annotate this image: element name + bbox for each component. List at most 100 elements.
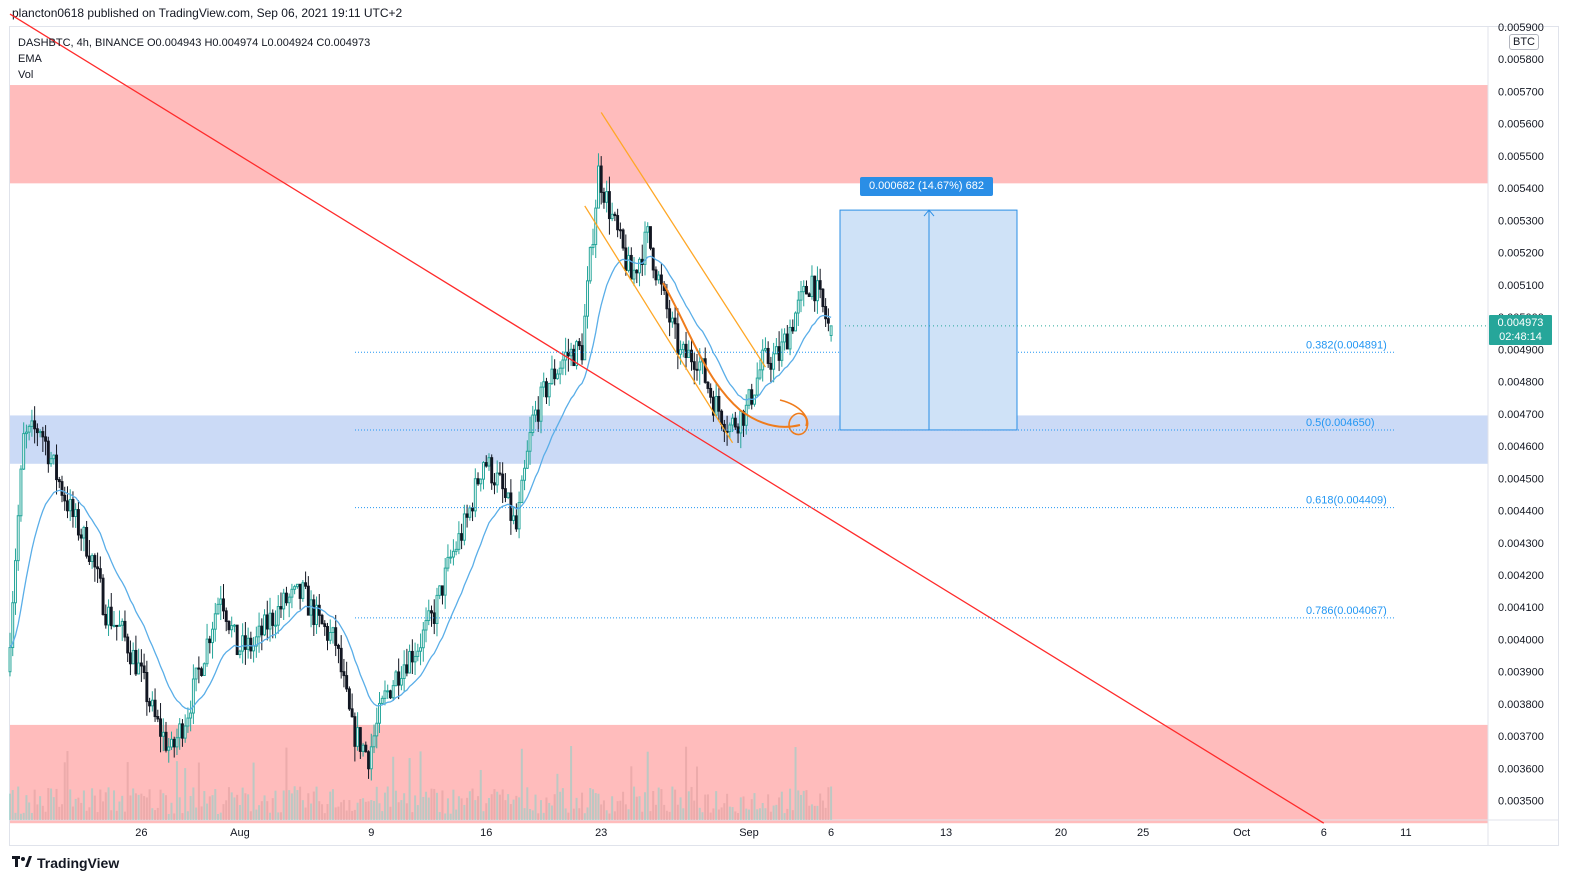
candle-body[interactable]	[320, 614, 324, 625]
candle-body[interactable]	[295, 583, 299, 588]
candle-body[interactable]	[731, 417, 735, 426]
candle-body[interactable]	[788, 326, 792, 350]
candle-body[interactable]	[383, 690, 387, 699]
candle-body[interactable]	[241, 635, 245, 652]
candle-body[interactable]	[76, 509, 80, 536]
candle-body[interactable]	[471, 507, 475, 512]
candle-body[interactable]	[19, 468, 23, 517]
candle-body[interactable]	[90, 555, 94, 562]
candle-body[interactable]	[487, 457, 491, 467]
candle-body[interactable]	[246, 637, 250, 650]
candle-body[interactable]	[306, 585, 310, 616]
candle-body[interactable]	[68, 498, 72, 512]
candle-body[interactable]	[402, 664, 406, 679]
candle-body[interactable]	[659, 274, 663, 285]
candle-body[interactable]	[824, 306, 828, 320]
candle-body[interactable]	[651, 247, 655, 271]
candle-body[interactable]	[8, 647, 12, 673]
candle-body[interactable]	[380, 697, 384, 704]
candle-body[interactable]	[96, 566, 100, 570]
candle-body[interactable]	[821, 288, 825, 308]
candle-body[interactable]	[33, 420, 37, 430]
candle-body[interactable]	[139, 662, 143, 667]
candle-body[interactable]	[391, 685, 395, 699]
candle-body[interactable]	[284, 592, 288, 604]
candle-body[interactable]	[413, 655, 417, 663]
candle-body[interactable]	[128, 652, 132, 665]
candle-body[interactable]	[709, 387, 713, 398]
candle-body[interactable]	[27, 425, 31, 433]
candle-body[interactable]	[260, 625, 264, 636]
candle-body[interactable]	[616, 215, 620, 231]
candle-body[interactable]	[777, 346, 781, 361]
candle-body[interactable]	[304, 582, 308, 587]
candle-body[interactable]	[805, 285, 808, 295]
candle-body[interactable]	[687, 349, 691, 358]
candle-body[interactable]	[115, 624, 119, 627]
candle-body[interactable]	[123, 620, 127, 638]
candle-body[interactable]	[216, 603, 220, 615]
candle-body[interactable]	[386, 690, 390, 693]
candle-body[interactable]	[134, 649, 138, 675]
candle-body[interactable]	[717, 395, 721, 412]
candle-body[interactable]	[167, 746, 171, 751]
candle-body[interactable]	[394, 671, 398, 687]
candle-body[interactable]	[783, 333, 787, 343]
candle-body[interactable]	[339, 647, 343, 673]
candle-body[interactable]	[550, 368, 554, 385]
candle-body[interactable]	[405, 664, 409, 674]
candle-body[interactable]	[826, 318, 830, 324]
candle-body[interactable]	[98, 568, 102, 579]
candle-body[interactable]	[183, 725, 187, 739]
candle-body[interactable]	[635, 269, 639, 274]
candle-body[interactable]	[254, 636, 258, 647]
candle-body[interactable]	[200, 668, 204, 676]
candle-body[interactable]	[810, 275, 814, 297]
candle-body[interactable]	[375, 722, 379, 737]
candle-body[interactable]	[654, 269, 658, 281]
candle-body[interactable]	[101, 577, 105, 615]
candle-body[interactable]	[347, 688, 351, 710]
candle-body[interactable]	[328, 631, 332, 641]
candle-body[interactable]	[150, 699, 154, 707]
candle-body[interactable]	[180, 723, 184, 739]
candle-body[interactable]	[60, 481, 64, 496]
candle-body[interactable]	[692, 361, 696, 370]
candle-body[interactable]	[517, 502, 521, 530]
candle-body[interactable]	[523, 467, 527, 481]
candle-body[interactable]	[605, 191, 609, 203]
candle-body[interactable]	[583, 315, 587, 361]
candle-body[interactable]	[711, 396, 715, 416]
candle-body[interactable]	[813, 275, 817, 302]
candle-body[interactable]	[46, 440, 50, 465]
candle-body[interactable]	[586, 280, 589, 317]
zone-resistance-0[interactable]	[10, 85, 1488, 184]
candle-body[interactable]	[358, 727, 362, 752]
candle-body[interactable]	[82, 527, 86, 539]
candle-body[interactable]	[421, 629, 425, 649]
candle-body[interactable]	[602, 191, 606, 203]
candle-body[interactable]	[536, 409, 540, 422]
candle-body[interactable]	[38, 431, 42, 434]
candle-body[interactable]	[495, 472, 499, 486]
candle-body[interactable]	[599, 165, 603, 193]
candle-body[interactable]	[197, 667, 201, 670]
candle-body[interactable]	[331, 627, 335, 633]
candle-body[interactable]	[747, 389, 751, 406]
candle-body[interactable]	[44, 436, 48, 442]
candle-body[interactable]	[230, 625, 234, 631]
candle-body[interactable]	[673, 317, 677, 325]
candle-body[interactable]	[293, 586, 297, 590]
candle-body[interactable]	[427, 610, 431, 622]
candle-body[interactable]	[561, 359, 565, 369]
candle-body[interactable]	[222, 598, 225, 612]
candle-body[interactable]	[624, 247, 628, 271]
candle-body[interactable]	[334, 627, 338, 646]
candle-body[interactable]	[290, 588, 294, 598]
candle-body[interactable]	[367, 751, 371, 770]
candle-body[interactable]	[263, 614, 267, 636]
currency-label[interactable]: BTC	[1509, 34, 1539, 50]
candle-body[interactable]	[440, 585, 444, 596]
candle-body[interactable]	[172, 738, 176, 748]
